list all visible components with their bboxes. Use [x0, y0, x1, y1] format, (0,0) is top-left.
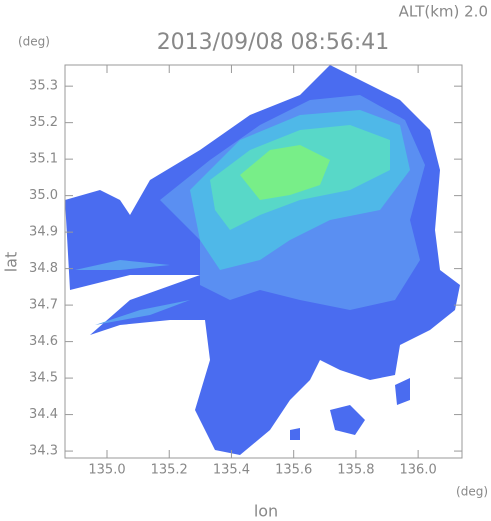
- y-label: lat: [2, 252, 21, 273]
- y-tick-label: 35.1: [29, 152, 58, 167]
- x-label: lon: [254, 502, 278, 521]
- x-unit: (deg): [456, 485, 488, 499]
- x-tick-label: 136.0: [400, 463, 437, 478]
- x-tick-label: 135.6: [275, 463, 312, 478]
- x-tick-label: 135.8: [337, 463, 374, 478]
- altitude-label: ALT(km) 2.0: [399, 3, 488, 21]
- y-tick-label: 34.3: [29, 444, 58, 459]
- y-tick-label: 34.6: [29, 334, 58, 349]
- y-tick-label: 34.8: [29, 261, 58, 276]
- x-tick-label: 135.4: [213, 463, 250, 478]
- y-tick-label: 34.5: [29, 371, 58, 386]
- y-tick-label: 35.0: [29, 188, 58, 203]
- y-tick-label: 35.2: [29, 115, 58, 130]
- plot-frame: [64, 64, 463, 459]
- x-tick-label: 135.0: [88, 463, 125, 478]
- y-tick-label: 34.9: [29, 225, 58, 240]
- radar-echo: [65, 65, 460, 455]
- y-tick-label: 35.3: [29, 79, 58, 94]
- x-tick-label: 135.2: [151, 463, 188, 478]
- chart-title: 2013/09/08 08:56:41: [157, 30, 390, 55]
- y-unit: (deg): [18, 35, 50, 49]
- y-tick-label: 34.4: [29, 407, 58, 422]
- y-tick-label: 34.7: [29, 298, 58, 313]
